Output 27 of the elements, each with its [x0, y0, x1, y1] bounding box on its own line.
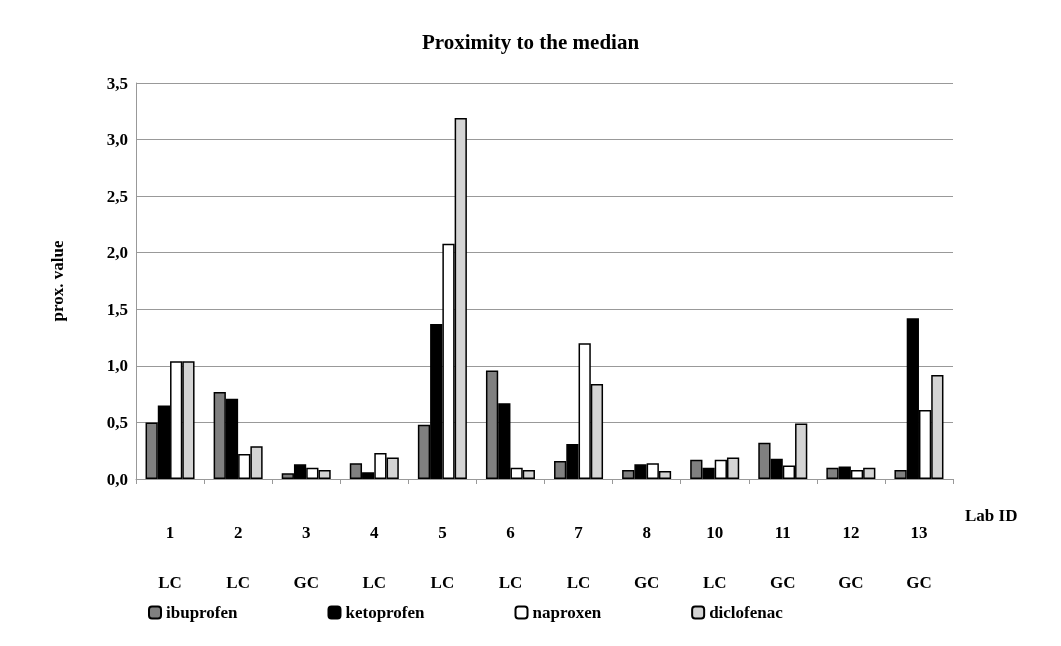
legend-label: ibuprofen	[166, 603, 239, 622]
y-tick-label: 0,0	[106, 469, 128, 489]
legend-label: diclofenac	[709, 603, 784, 622]
category-label: 2 LC	[226, 522, 250, 592]
y-tick-label: 1,5	[106, 299, 128, 319]
category-label: 3 GC	[293, 522, 319, 592]
y-axis-title: prox. value	[48, 240, 67, 322]
category-label: 6 LC	[498, 522, 523, 592]
category-label: 11 GC	[770, 522, 796, 592]
category-label: 8 GC	[633, 522, 660, 592]
y-tick-label: 2,5	[106, 186, 128, 206]
x-axis-title: Lab ID	[965, 506, 1018, 525]
legend-label: ketoprofen	[345, 603, 426, 622]
category-label: 7 LC	[566, 522, 591, 592]
y-tick-label: 3,0	[106, 130, 128, 150]
y-tick-label: 2,0	[106, 243, 128, 263]
y-tick-label: 0,5	[106, 412, 128, 432]
category-label: 4 LC	[362, 522, 387, 592]
category-label: 10 LC	[702, 522, 727, 592]
category-label: 12 GC	[838, 522, 864, 592]
category-label: 5 LC	[430, 522, 455, 592]
legend-label: naproxen	[532, 603, 602, 622]
category-label: 1 LC	[158, 522, 182, 592]
y-tick-label: 1,0	[106, 356, 128, 376]
chart-title: Proximity to the median	[421, 29, 640, 54]
category-label: 13 GC	[906, 522, 932, 592]
y-tick-label: 3,5	[106, 73, 128, 93]
